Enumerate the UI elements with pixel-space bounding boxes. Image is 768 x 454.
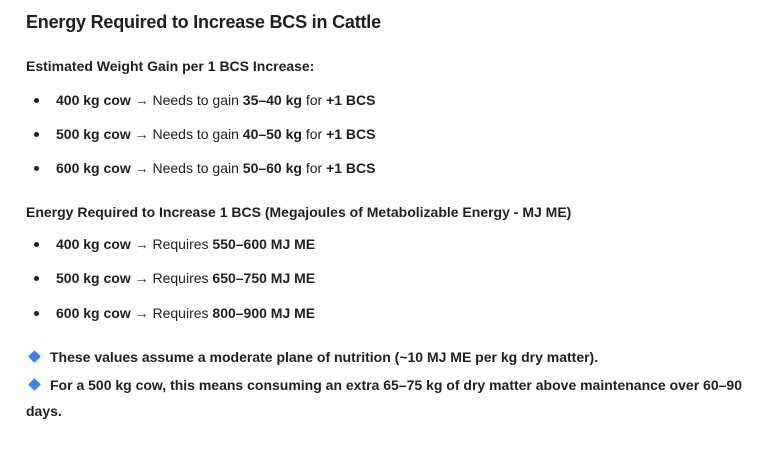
item-value: 40–50 kg — [242, 126, 302, 142]
cow-weight: 600 kg cow — [56, 160, 131, 176]
item-text: Needs to gain — [152, 160, 243, 176]
cow-weight: 500 kg cow — [56, 270, 131, 286]
cow-weight: 600 kg cow — [56, 305, 131, 321]
note-text: These values assume a moderate plane of … — [50, 349, 599, 365]
item-bcs: +1 BCS — [326, 126, 376, 142]
list-item: 600 kg cow → Requires 800–900 MJ ME — [34, 304, 315, 322]
note-text: For a 500 kg cow, this means consuming a… — [26, 377, 742, 419]
bullet-icon — [34, 275, 39, 281]
note-nutrition: These values assume a moderate plane of … — [26, 344, 756, 370]
item-text: for — [301, 92, 327, 108]
item-value: 800–900 MJ ME — [212, 305, 316, 321]
bullet-icon — [34, 310, 39, 316]
weight-gain-heading: Estimated Weight Gain per 1 BCS Increase… — [26, 58, 315, 74]
list-item: 600 kg cow → Needs to gain 50–60 kg for … — [34, 159, 376, 177]
item-value: 50–60 kg — [242, 160, 302, 176]
cow-weight: 500 kg cow — [56, 126, 131, 142]
arrow-icon: → — [130, 160, 153, 176]
list-item: 400 kg cow → Requires 550–600 MJ ME — [34, 235, 315, 253]
item-value: 550–600 MJ ME — [212, 236, 316, 252]
item-bcs: +1 BCS — [326, 92, 376, 108]
item-text: Needs to gain — [152, 126, 243, 142]
item-bcs: +1 BCS — [326, 160, 376, 176]
arrow-icon: → — [130, 92, 153, 108]
item-text: Needs to gain — [152, 92, 243, 108]
arrow-icon: → — [130, 236, 153, 252]
blue-diamond-icon — [28, 350, 41, 363]
item-text: for — [301, 160, 327, 176]
blue-diamond-icon — [28, 378, 41, 391]
note-consumption: For a 500 kg cow, this means consuming a… — [26, 372, 756, 424]
item-text: for — [301, 126, 327, 142]
arrow-icon: → — [130, 305, 153, 321]
list-item: 400 kg cow → Needs to gain 35–40 kg for … — [34, 91, 376, 109]
list-item: 500 kg cow → Needs to gain 40–50 kg for … — [34, 125, 376, 143]
list-item: 500 kg cow → Requires 650–750 MJ ME — [34, 269, 315, 287]
item-value: 35–40 kg — [242, 92, 302, 108]
item-text: Requires — [152, 270, 213, 286]
item-value: 650–750 MJ ME — [212, 270, 316, 286]
arrow-icon: → — [130, 270, 153, 286]
bullet-icon — [34, 97, 39, 103]
cow-weight: 400 kg cow — [56, 236, 131, 252]
bullet-icon — [34, 165, 39, 171]
item-text: Requires — [152, 236, 213, 252]
energy-heading: Energy Required to Increase 1 BCS (Megaj… — [26, 204, 572, 220]
page-title: Energy Required to Increase BCS in Cattl… — [26, 12, 381, 32]
bullet-icon — [34, 131, 39, 137]
arrow-icon: → — [130, 126, 153, 142]
bullet-icon — [34, 241, 39, 247]
item-text: Requires — [152, 305, 213, 321]
cow-weight: 400 kg cow — [56, 92, 131, 108]
